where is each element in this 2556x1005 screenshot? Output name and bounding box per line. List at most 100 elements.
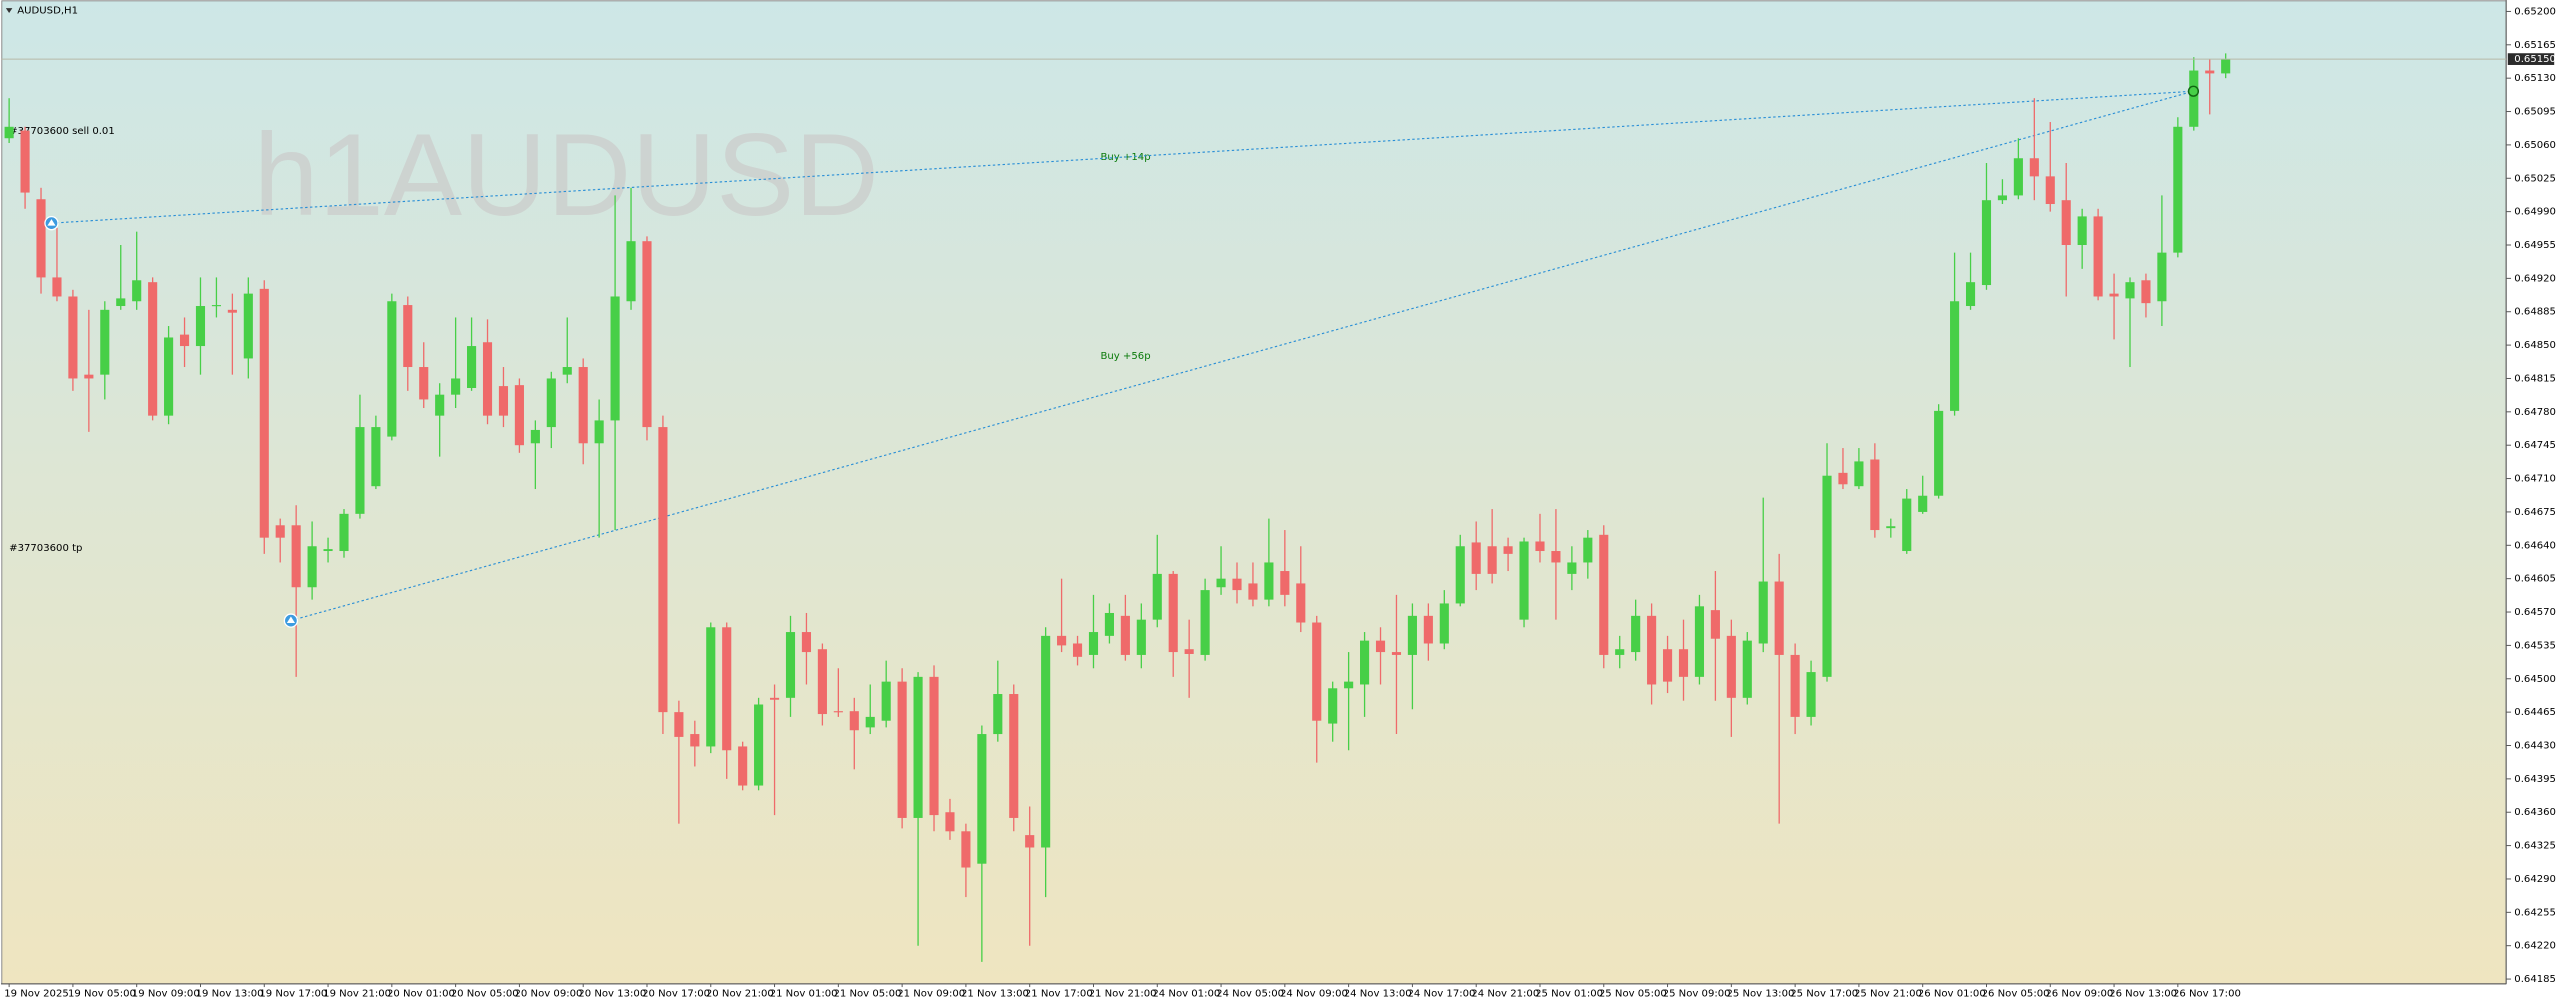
candle-body [1886,526,1896,529]
candle-body [1583,537,1593,563]
candle-body [2061,200,2071,246]
candle-body [2157,252,2167,302]
x-tick-label: 24 Nov 21:00 [1471,989,1539,1000]
candle-body [387,301,397,437]
candle-body [227,309,237,313]
trade-icons [44,85,2200,628]
candle-body [195,306,206,347]
candle-body [4,126,14,139]
candle-body [2093,216,2103,297]
x-tick-label: 19 Nov 21:00 [323,989,391,1000]
candle-body [1136,619,1146,655]
candle-body [1200,590,1210,655]
y-tick-label: 0.64535 [2514,640,2556,651]
candle-body [211,305,221,307]
y-tick-label: 0.64500 [2514,674,2556,685]
candle-body [1726,635,1736,698]
candle-body [1742,640,1752,698]
y-tick-label: 0.64605 [2514,574,2556,585]
y-tick-label: 0.64360 [2514,807,2556,818]
y-tick-label: 0.65200 [2514,6,2556,17]
candle-body [1344,681,1354,689]
x-tick-label: 26 Nov 09:00 [2045,989,2113,1000]
candle-body [371,427,381,487]
candle-body [1631,615,1641,653]
x-tick-label: 25 Nov 13:00 [1726,989,1794,1000]
candle-body [451,378,461,395]
candle-body [1503,546,1513,554]
candle-body [116,298,126,307]
x-tick-label: 26 Nov 17:00 [2173,989,2241,1000]
x-tick-label: 19 Nov 2025 [4,989,69,1000]
candle-body [1057,635,1067,646]
candle-body [1774,581,1784,655]
candle-body [1567,562,1577,574]
candle-body [467,346,477,389]
candle-body [1662,649,1673,682]
candle-body [817,649,827,715]
y-tick-label: 0.64675 [2514,507,2556,518]
x-tick-label: 19 Nov 05:00 [68,989,136,1000]
close-marker[interactable] [2187,85,2200,97]
y-tick-label: 0.64990 [2514,207,2556,218]
x-tick-label: 24 Nov 05:00 [1216,989,1284,1000]
candle-body [738,746,748,786]
candle-body [403,305,413,368]
candle-body [1599,534,1609,655]
candle-body [642,241,652,428]
y-tick-label: 0.65095 [2514,107,2556,118]
candle-body [164,337,174,416]
candle-body [1519,541,1529,620]
candle-body [594,420,604,444]
trade-line [51,90,2194,224]
y-tick-label: 0.64815 [2514,373,2556,384]
candle-body [1375,640,1386,653]
x-tick-label: 20 Nov 13:00 [578,989,646,1000]
candle-body [1822,475,1832,677]
candle-body [1694,606,1705,677]
candle-body [2221,59,2231,74]
candle-body [1790,654,1800,717]
candle-body [706,627,716,747]
candle-body [1072,643,1083,657]
candle-body [610,296,620,421]
x-tick-label: 25 Nov 17:00 [1790,989,1858,1000]
y-tick-label: 0.64290 [2514,874,2556,885]
y-tick-label: 0.64185 [2514,974,2556,985]
candle-body [1487,546,1497,574]
candle-body [291,525,301,588]
x-tick-label: 26 Nov 01:00 [1918,989,1986,1000]
x-tick-label: 24 Nov 17:00 [1408,989,1476,1000]
candle-body [1678,649,1689,677]
candle-body [722,627,732,751]
candle-body [36,199,46,278]
x-tick-label: 24 Nov 09:00 [1280,989,1348,1000]
candle-body [1758,581,1768,644]
candle-body [1902,498,1912,552]
candle-body [1950,301,1960,411]
candle-body [1152,573,1162,620]
candle-body [626,241,636,302]
symbol-title: AUDUSD,H1 [17,6,78,17]
trade-label: #37703600 tp [9,543,82,554]
candle-body [20,130,30,193]
y-tick-label: 0.64570 [2514,607,2556,618]
y-tick-label: 0.64710 [2514,474,2556,485]
candle-body [1647,615,1657,685]
candle-body [1025,835,1035,848]
y-tick-label: 0.65025 [2514,173,2556,184]
candle-body [1009,694,1019,818]
candle-body [1870,459,1880,531]
candle-body [323,549,333,552]
x-tick-label: 20 Nov 01:00 [387,989,455,1000]
x-tick-label: 21 Nov 05:00 [833,989,901,1000]
candle-body [1965,282,1976,307]
y-tick-label: 0.64430 [2514,740,2556,751]
candle-body [690,734,700,747]
x-tick-label: 19 Nov 17:00 [259,989,327,1000]
candle-body [2141,280,2151,304]
bid-label: 0.65150 [2514,54,2556,65]
buy-arrow-glyph [286,616,295,624]
candle-body [754,704,764,786]
symbol-menu-icon[interactable] [5,8,13,14]
